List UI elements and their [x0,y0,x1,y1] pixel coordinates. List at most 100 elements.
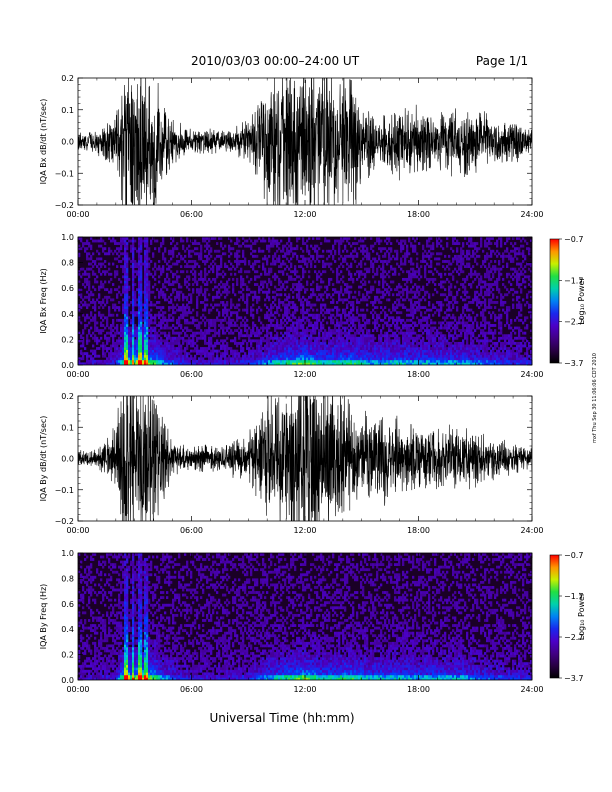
spectrogram-cell [262,265,265,269]
spectrogram-cell [386,283,389,286]
spectrogram-cell [374,347,377,350]
spectrogram-cell [208,324,211,327]
spectrogram-cell [352,329,355,333]
spectrogram-cell [174,306,177,309]
spectrogram-cell [416,262,419,266]
spectrogram-cell [190,293,193,297]
spectrogram-cell [202,362,205,365]
spectrogram-cell [216,357,219,361]
spectrogram-cell [352,249,355,253]
spectrogram-cell [200,270,203,274]
spectrogram-cell [146,272,149,276]
spectrogram-cell [150,316,153,320]
spectrogram-cell [404,239,407,243]
spectrogram-cell [134,341,137,345]
spectrogram-cell [240,316,243,320]
spectrogram-cell [274,254,277,258]
spectrogram-cell [436,252,439,256]
spectrogram-cell [120,247,123,251]
spectrogram-cell [148,324,151,327]
spectrogram-cell [256,326,259,330]
spectrogram-cell [188,311,191,315]
spectrogram-cell [378,316,381,320]
spectrogram-cell [144,313,147,317]
spectrogram-cell [330,249,333,253]
spectrogram-cell [144,298,147,302]
spectrogram-cell [376,362,379,365]
spectrogram-cell [328,362,331,365]
spectrogram-cell [260,344,263,348]
spectrogram-cell [378,339,381,343]
spectrogram-cell [392,293,395,297]
spectrogram-cell [266,244,269,248]
spectrogram-cell [246,324,249,327]
spectrogram-cell [326,359,329,363]
spectrogram-cell [414,244,417,248]
spectrogram-cell [142,359,145,363]
spectrogram-cell [386,313,389,317]
spectrogram-cell [384,362,387,365]
spectrogram-cell [398,339,401,343]
figure-title: 2010/03/03 00:00–24:00 UT [191,54,360,68]
spectrogram-cell [184,254,187,258]
spectrogram-cell [142,290,145,294]
spectrogram-cell [112,306,115,309]
spectrogram-cell [410,313,413,317]
spectrogram-cell [254,334,257,338]
spectrogram-cell [296,321,299,325]
spectrogram-cell [224,306,227,309]
spectrogram-cell [188,357,191,361]
spectrogram-cell [140,247,143,251]
spectrogram-cell [228,247,231,251]
spectrogram-cell [338,334,341,338]
spectrogram-cell [196,318,199,322]
spectrogram-cell [408,341,411,345]
spectrogram-cell [408,260,411,263]
spectrogram-cell [132,352,135,356]
spectrogram-cell [176,262,179,266]
spectrogram-cell [140,349,143,353]
spectrogram-cell [276,362,279,365]
spectrogram-cell [426,359,429,363]
spectrogram-cell [344,362,347,365]
spectrogram-cell [424,290,427,294]
spectrogram-cell [336,311,339,315]
spectrogram-cell [160,362,163,365]
spectrogram-cell [214,262,217,266]
spectrogram-cell [228,285,231,289]
spectrogram-cell [150,308,153,312]
spectrogram-cell [322,303,325,307]
spectrogram-cell [364,313,367,317]
spectrogram-cell [222,303,225,307]
spectrogram-cell [134,239,137,243]
spectrogram-cell [200,272,203,276]
spectrogram-cell [332,362,335,365]
spectrogram-cell [318,354,321,358]
spectrogram-cell [94,334,97,338]
spectrogram-cell [362,249,365,253]
spectrogram-cell [332,270,335,274]
spectrogram-cell [154,295,157,299]
spectrogram-cell [312,293,315,297]
spectrogram-cell [152,352,155,356]
spectrogram-cell [92,285,95,289]
x-tick-label: 18:00 [407,210,430,219]
spectrogram-cell [168,306,171,309]
spectrogram-cell [188,244,191,248]
spectrogram-cell [136,349,139,353]
spectrogram-cell [392,347,395,350]
spectrogram-cell [362,341,365,345]
spectrogram-cell [178,354,181,358]
spectrogram-cell [204,254,207,258]
spectrogram-cell [288,237,291,240]
spectrogram-cell [268,277,271,281]
spectrogram-cell [84,280,87,284]
spectrogram-cell [186,347,189,350]
spectrogram-cell [332,321,335,325]
spectrogram-cell [312,257,315,261]
spectrogram-cell [78,306,81,309]
spectrogram-cell [148,329,151,333]
spectrogram-cell [138,306,141,309]
spectrogram-cell [122,257,125,261]
spectrogram-cell [364,244,367,248]
